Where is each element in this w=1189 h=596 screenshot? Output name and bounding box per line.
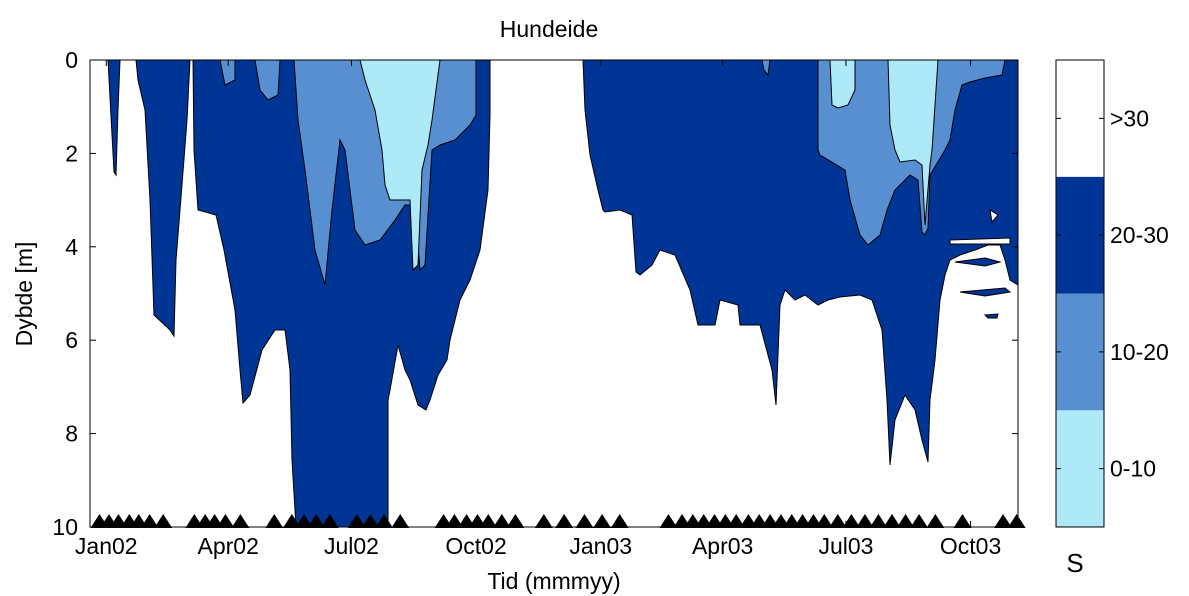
axes-frame	[89, 59, 1019, 528]
sampling-marker	[883, 514, 902, 528]
contour-region-20-30	[983, 313, 999, 319]
sampling-marker	[347, 514, 366, 528]
colorbar-label: S	[1066, 548, 1083, 578]
sampling-marker	[1007, 514, 1026, 528]
sampling-marker	[994, 514, 1013, 528]
colorbar-tick-label: 0-10	[1110, 456, 1156, 482]
x-tick-label: Jan03	[569, 533, 632, 559]
sampling-marker	[855, 514, 874, 528]
contour-region-20-30	[107, 59, 121, 177]
sampling-marker	[555, 514, 574, 528]
contour-fill	[107, 59, 1019, 528]
sampling-marker	[593, 514, 612, 528]
y-tick-label: 8	[65, 421, 78, 447]
sampling-marker	[374, 514, 393, 528]
sampling-marker	[659, 514, 678, 528]
plot-area: Jan02 Apr02 Jul02 Oct02 Jan03 Apr03 Jul03 Oct03…	[52, 47, 1026, 559]
sampling-marker	[610, 514, 629, 528]
sampling-marker	[842, 514, 861, 528]
colorbar-segment	[1056, 60, 1104, 177]
sampling-marker	[479, 514, 498, 528]
sampling-marker	[492, 514, 511, 528]
contour-region-20-30	[135, 59, 191, 338]
contour-region-above-30	[949, 237, 1011, 245]
sampling-marker	[910, 514, 929, 528]
sampling-marker	[445, 514, 464, 528]
y-tick-label: 10	[52, 514, 78, 540]
sampling-marker	[869, 514, 888, 528]
x-tick-label: Jul02	[324, 533, 379, 559]
sampling-marker	[534, 514, 553, 528]
sampling-marker	[815, 514, 834, 528]
sampling-marker	[361, 514, 380, 528]
x-axis: Jan02 Apr02 Jul02 Oct02 Jan03 Apr03 Jul03 Oct03	[75, 60, 1001, 559]
sampling-marker	[727, 514, 746, 528]
colorbar-segment	[1056, 293, 1104, 411]
sampling-marker	[926, 514, 945, 528]
sampling-marker	[575, 514, 594, 528]
sampling-marker	[307, 514, 326, 528]
sampling-marker	[896, 514, 915, 528]
colorbar-segment	[1056, 410, 1104, 527]
sampling-marker	[320, 514, 339, 528]
colorbar-tick-label: 10-20	[1110, 339, 1169, 365]
colorbar-frame	[1055, 59, 1105, 528]
y-tick-label: 2	[65, 140, 78, 166]
colorbar-tick-label: 20-30	[1110, 222, 1169, 248]
x-tick-label: Jan02	[75, 533, 138, 559]
sampling-marker	[828, 514, 847, 528]
sampling-marker	[506, 514, 525, 528]
sampling-marker	[953, 514, 972, 528]
sampling-marker	[154, 514, 173, 528]
y-axis: 0 2 4 6 8 10	[52, 47, 1018, 540]
sampling-marker	[282, 514, 301, 528]
x-tick-label: Jul03	[818, 533, 873, 559]
x-tick-label: Apr03	[692, 533, 753, 559]
x-tick-label: Oct03	[940, 533, 1001, 559]
x-tick-label: Oct02	[445, 533, 506, 559]
y-axis-label: Dybde [m]	[11, 242, 37, 347]
colorbar: 0-10 10-20 20-30 >30	[1055, 59, 1169, 528]
sampling-marker	[265, 514, 284, 528]
chart-title: Hundeide	[500, 16, 598, 42]
y-tick-label: 0	[65, 47, 78, 73]
contour-region-0-10	[359, 59, 441, 272]
sampling-marker	[391, 514, 410, 528]
sampling-marker	[140, 514, 159, 528]
contour-region-20-30	[954, 257, 1002, 267]
y-tick-label: 4	[65, 234, 78, 260]
x-tick-label: Apr02	[197, 533, 258, 559]
sampling-markers	[90, 514, 1026, 528]
sampling-marker	[216, 514, 235, 528]
contour-region-above-30	[989, 208, 999, 224]
y-tick-label: 6	[65, 327, 78, 353]
colorbar-tick-label: >30	[1110, 105, 1149, 131]
x-axis-label: Tid (mmmyy)	[487, 568, 620, 594]
sampling-marker	[231, 514, 250, 528]
contour-region-20-30	[959, 287, 1012, 297]
colorbar-segment	[1056, 176, 1104, 294]
sampling-marker	[295, 514, 314, 528]
